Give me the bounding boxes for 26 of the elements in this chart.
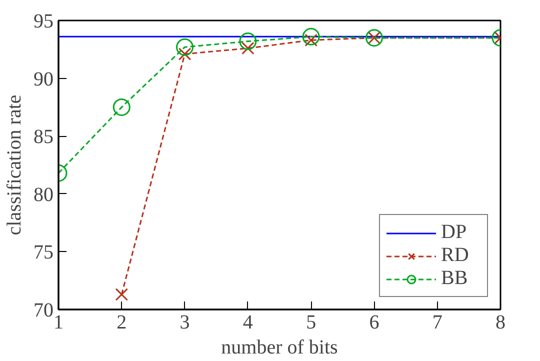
y-tick-label: 85 (34, 126, 54, 148)
point (115, 288, 128, 301)
point (112, 98, 130, 116)
x-tick-label: 7 (432, 312, 442, 334)
x-tick-label: 2 (116, 312, 127, 334)
x-tick-label: 8 (496, 312, 506, 334)
legend-label: RD (441, 244, 470, 267)
y-tick-label: 70 (34, 300, 54, 322)
y-tick-label: 95 (34, 10, 54, 32)
point (178, 48, 192, 60)
y-axis-title: classification rate (4, 94, 26, 236)
legend-label: DP (441, 221, 468, 244)
point (302, 28, 320, 46)
x-tick-label: 5 (306, 312, 316, 334)
x-tick-label: 4 (242, 312, 253, 334)
point (239, 32, 257, 50)
y-tick-label: 90 (34, 68, 54, 90)
point (242, 42, 254, 55)
x-tick-label: 3 (180, 312, 190, 334)
x-tick-label: 6 (369, 312, 380, 334)
x-axis-title: number of bits (221, 336, 338, 358)
legend-label: BB (441, 267, 469, 290)
y-tick-label: 75 (34, 242, 54, 264)
x-tick-label: 1 (54, 312, 64, 334)
point (176, 38, 194, 56)
y-tick-label: 80 (34, 184, 54, 206)
